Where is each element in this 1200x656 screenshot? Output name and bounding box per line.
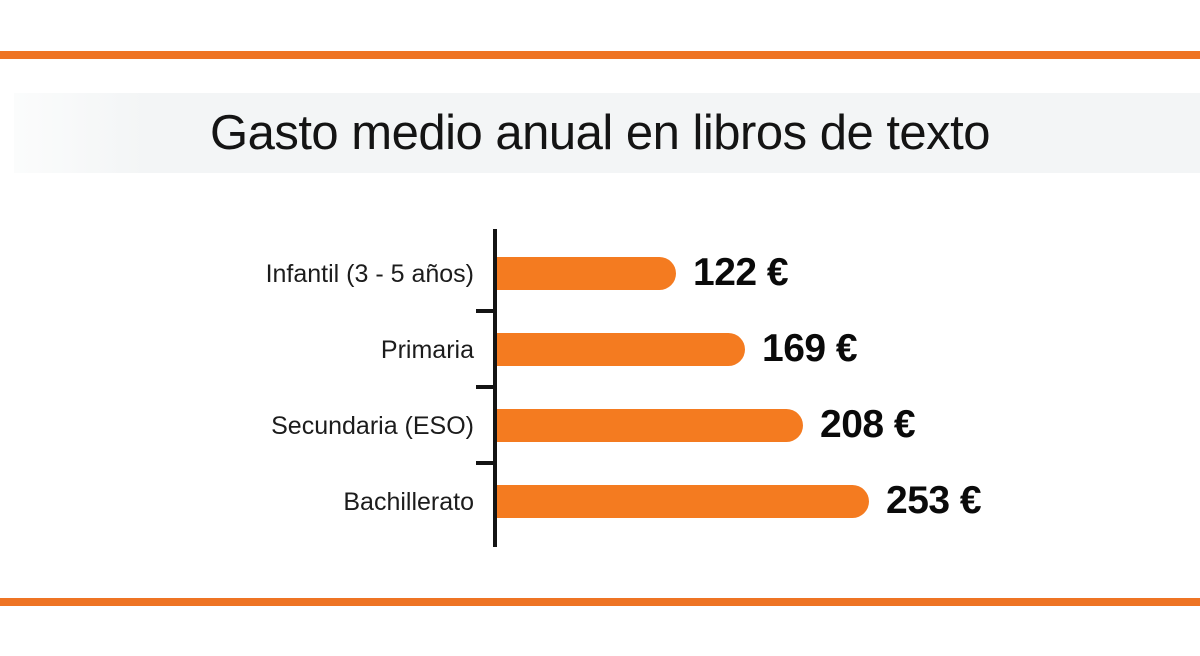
bar [497,257,676,290]
value-label: 122 € [693,251,789,294]
axis-tick [476,461,493,465]
category-label: Infantil (3 - 5 años) [265,260,474,288]
bar-row: Primaria 169 € [0,329,1200,369]
bottom-accent-stripe [0,598,1200,606]
bar-row: Secundaria (ESO) 208 € [0,405,1200,445]
axis-tick [476,309,493,313]
chart-title: Gasto medio anual en libros de texto [209,106,991,160]
category-label: Secundaria (ESO) [271,412,474,440]
bar [497,333,745,366]
title-band [14,93,1200,173]
bar [497,485,869,518]
bar [497,409,803,442]
value-label: 253 € [886,479,982,522]
category-label: Bachillerato [343,488,474,516]
y-axis [493,229,497,547]
category-label: Primaria [380,336,474,364]
bar-row: Infantil (3 - 5 años) 122 € [0,253,1200,293]
bar-row: Bachillerato 253 € [0,481,1200,521]
value-label: 208 € [820,403,916,446]
top-accent-stripe [0,51,1200,59]
axis-tick [476,385,493,389]
value-label: 169 € [762,327,858,370]
